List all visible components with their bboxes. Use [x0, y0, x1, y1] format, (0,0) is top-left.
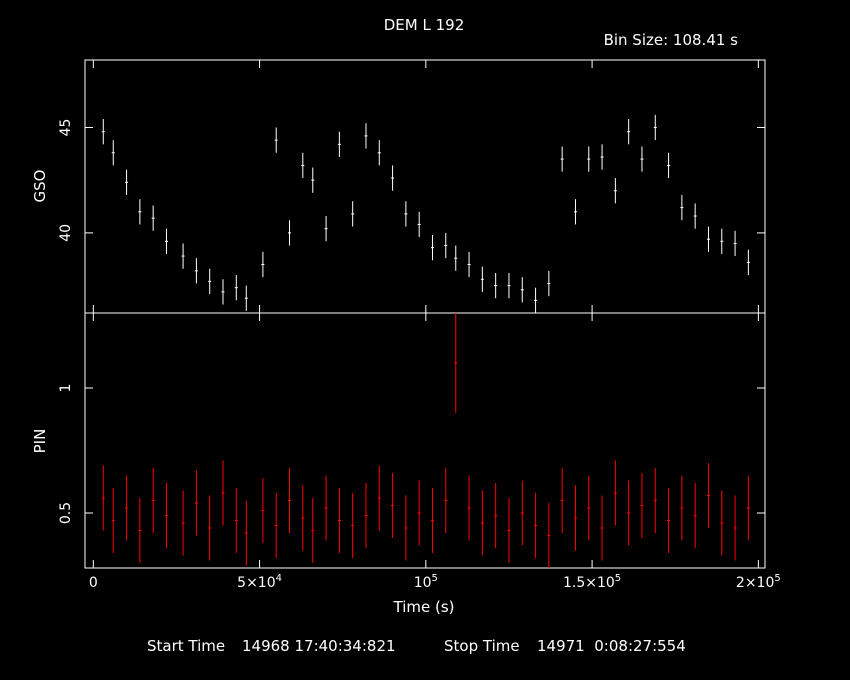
gso-axis-ticks: 40 45 — [58, 119, 765, 242]
xtick-exponent: 5 — [774, 573, 780, 584]
xtick-label: 105 — [414, 573, 438, 591]
pin-series — [101, 313, 750, 568]
xtick-exponent: 5 — [615, 573, 621, 584]
xtick-label: 5×104 — [237, 573, 282, 591]
time-axis-label: Time (s) — [393, 598, 455, 616]
pin-panel-frame — [84, 312, 766, 569]
bin-size-label: Bin Size: 108.41 s — [604, 31, 739, 49]
xtick-exponent: 5 — [432, 573, 438, 584]
gso-ytick-label: 45 — [58, 119, 74, 137]
xtick-label: 0 — [89, 575, 98, 591]
gso-panel-frame — [84, 59, 766, 314]
pin-ytick-label: 1 — [58, 384, 74, 393]
gso-axis-label: GSO — [31, 170, 49, 203]
gso-ytick-label: 40 — [58, 224, 74, 242]
start-time-label: Start Time — [147, 637, 225, 655]
gso-series — [101, 114, 750, 313]
chart-title: DEM L 192 — [384, 16, 465, 34]
xtick-label: 1.5×105 — [563, 573, 621, 591]
pin-axis-label: PIN — [31, 429, 49, 454]
time-axis-ticks: 0 5×104 105 1.5×105 2×105 — [89, 60, 781, 591]
pin-axis-ticks: 0.51 — [58, 384, 765, 524]
stop-time-label: Stop Time — [444, 637, 520, 655]
xtick-label: 2×105 — [736, 573, 781, 591]
stop-time-value: 14971 0:08:27:554 — [537, 637, 686, 655]
pin-ytick-label: 0.5 — [58, 502, 74, 524]
start-time-value: 14968 17:40:34:821 — [242, 637, 396, 655]
xtick-exponent: 4 — [276, 573, 282, 584]
